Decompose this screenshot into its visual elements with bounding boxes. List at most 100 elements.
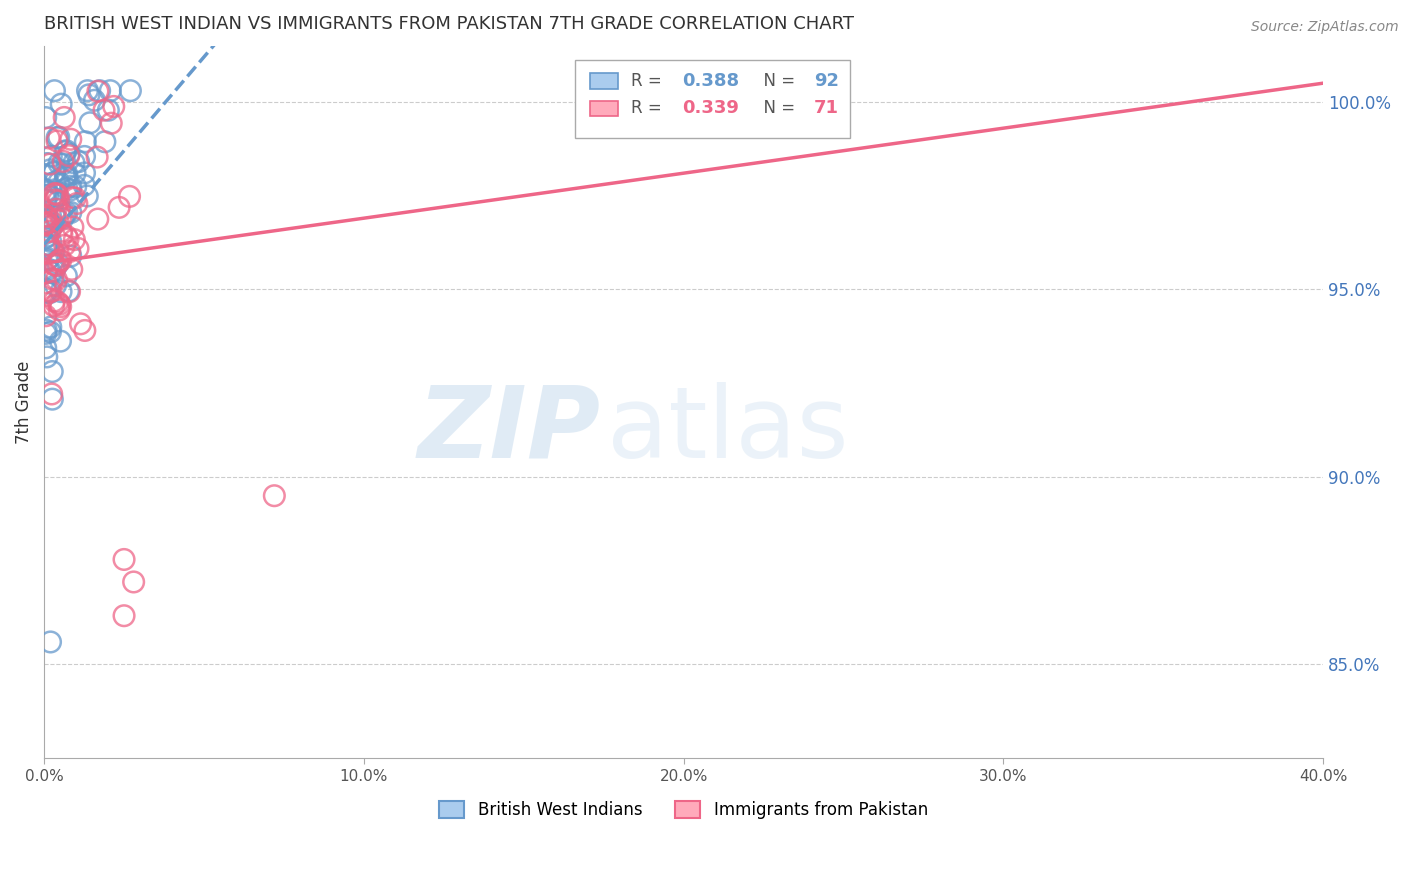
Point: [35, 210, 58, 224]
Point: [35, 326, 58, 341]
Point: [44, 207, 66, 221]
Text: N =: N =: [752, 72, 800, 90]
Point: [37, 156, 59, 170]
Point: [46, 257, 69, 271]
Point: [35, 266, 58, 280]
Point: [44, 258, 66, 272]
Point: [83, 93, 105, 107]
Point: [42, 166, 65, 180]
Point: [48, 175, 70, 189]
Point: [49, 334, 72, 348]
Point: [37, 252, 59, 266]
Point: [35, 238, 58, 252]
Point: [35, 276, 58, 290]
Point: [46, 130, 69, 145]
Point: [35, 341, 58, 355]
Point: [37, 262, 59, 277]
Point: [44, 278, 66, 293]
Point: [45, 202, 67, 217]
Point: [35, 194, 58, 208]
Point: [35, 285, 58, 300]
Point: [108, 200, 131, 214]
Point: [42, 245, 65, 260]
Point: [41, 219, 63, 233]
Point: [41, 392, 63, 406]
Point: [46, 295, 69, 310]
Point: [76, 189, 98, 203]
Point: [35, 185, 58, 199]
Point: [37, 188, 59, 202]
Point: [100, 116, 122, 130]
Point: [35, 309, 58, 323]
Point: [35, 252, 58, 267]
Point: [39, 285, 62, 299]
Text: R =: R =: [631, 72, 668, 90]
Point: [56, 170, 79, 185]
Y-axis label: 7th Grade: 7th Grade: [15, 360, 32, 443]
Point: [44, 175, 66, 189]
Point: [53, 145, 76, 159]
Legend: British West Indians, Immigrants from Pakistan: British West Indians, Immigrants from Pa…: [433, 795, 935, 826]
Point: [63, 166, 86, 180]
Point: [44, 192, 66, 206]
Point: [56, 232, 79, 246]
Point: [44, 84, 66, 98]
Point: [87, 84, 110, 98]
Point: [118, 189, 141, 203]
Point: [66, 241, 89, 255]
Point: [66, 196, 89, 211]
Point: [53, 238, 76, 252]
Point: [48, 194, 70, 208]
Point: [41, 244, 63, 259]
Point: [89, 84, 111, 98]
Point: [55, 167, 77, 181]
Point: [37, 229, 59, 244]
Point: [59, 244, 82, 259]
Point: [58, 285, 80, 299]
Point: [122, 574, 145, 589]
Point: [48, 297, 70, 311]
Point: [52, 211, 75, 226]
Point: [48, 130, 70, 145]
Point: [39, 325, 62, 339]
Point: [62, 219, 84, 234]
Point: [44, 186, 66, 201]
Point: [65, 179, 87, 194]
Point: [45, 186, 67, 201]
Point: [56, 206, 79, 220]
Point: [49, 253, 72, 268]
Point: [73, 149, 96, 163]
Point: [44, 193, 66, 207]
Point: [35, 237, 58, 252]
Point: [73, 178, 96, 193]
Point: [39, 157, 62, 171]
Point: [49, 202, 72, 217]
Point: [35, 285, 58, 299]
Point: [62, 191, 84, 205]
Point: [120, 84, 142, 98]
Point: [76, 84, 98, 98]
Point: [263, 489, 285, 503]
Point: [98, 84, 121, 98]
Point: [35, 209, 58, 223]
Point: [39, 265, 62, 279]
Point: [86, 150, 108, 164]
Point: [93, 103, 115, 118]
Point: [41, 214, 63, 228]
Point: [75, 135, 97, 149]
Point: [46, 212, 69, 227]
Point: [45, 259, 67, 273]
Point: [46, 255, 69, 269]
Point: [37, 216, 59, 230]
Point: [35, 350, 58, 364]
Point: [51, 227, 73, 242]
Point: [55, 229, 77, 244]
Point: [58, 284, 80, 298]
Point: [51, 224, 73, 238]
Point: [103, 99, 125, 113]
Text: 92: 92: [814, 72, 839, 90]
Point: [35, 240, 58, 254]
Point: [94, 135, 117, 149]
Point: [41, 190, 63, 204]
Point: [38, 238, 60, 252]
